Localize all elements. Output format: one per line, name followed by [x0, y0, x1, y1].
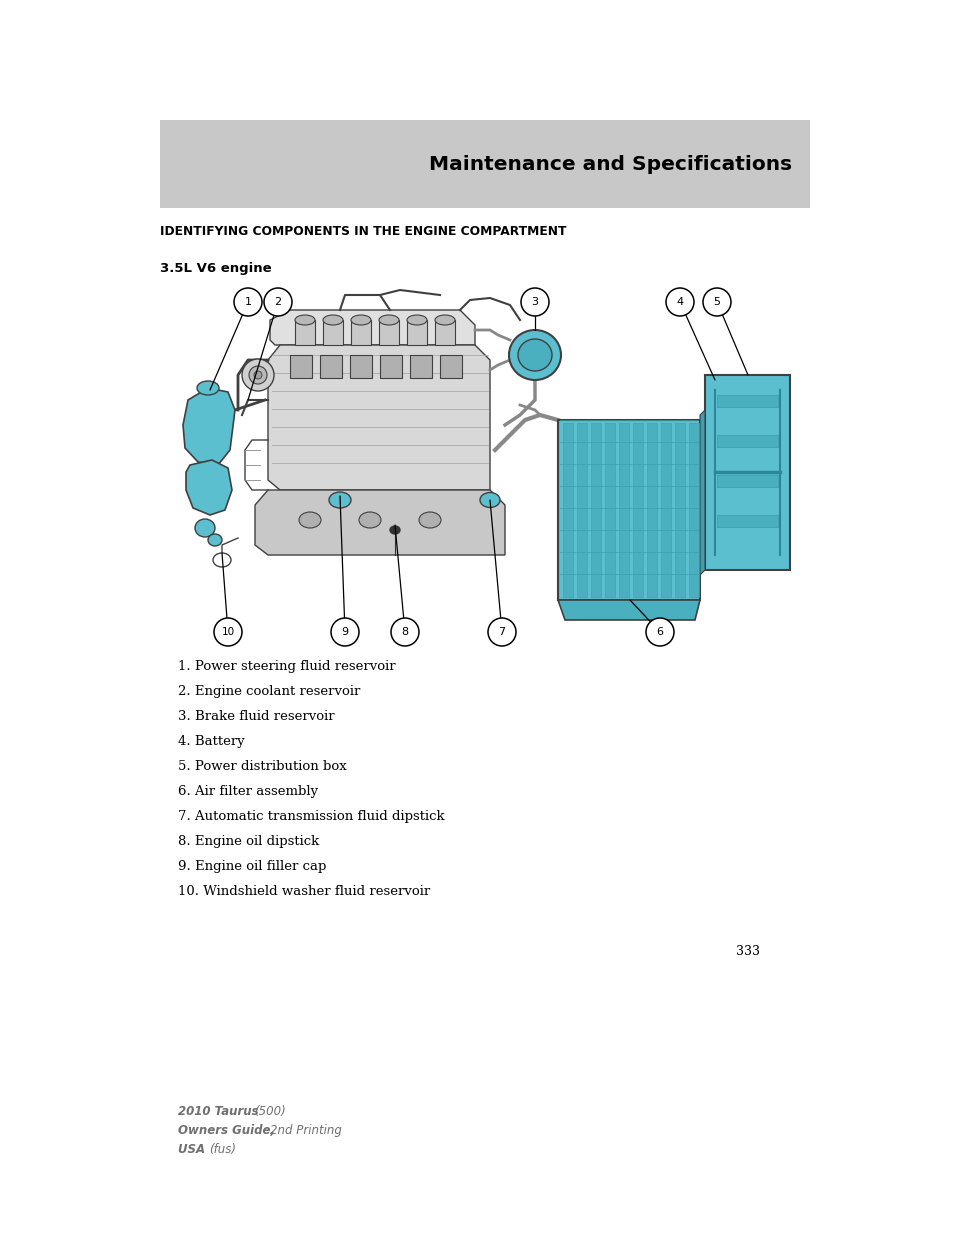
- Bar: [323, 320, 343, 345]
- Ellipse shape: [329, 492, 351, 508]
- Bar: [410, 354, 432, 378]
- Polygon shape: [268, 345, 490, 490]
- Ellipse shape: [418, 513, 440, 529]
- Text: (500): (500): [253, 1105, 286, 1118]
- Bar: [558, 420, 700, 600]
- Ellipse shape: [358, 513, 380, 529]
- Text: 10. Windshield washer fluid reservoir: 10. Windshield washer fluid reservoir: [178, 885, 430, 898]
- Text: 8. Engine oil dipstick: 8. Engine oil dipstick: [178, 835, 319, 848]
- Ellipse shape: [407, 315, 427, 325]
- Bar: [717, 475, 778, 487]
- Ellipse shape: [479, 493, 499, 508]
- Ellipse shape: [213, 553, 231, 567]
- Text: 1: 1: [244, 296, 252, 308]
- Bar: [378, 320, 398, 345]
- Ellipse shape: [249, 366, 267, 384]
- Circle shape: [702, 288, 730, 316]
- Circle shape: [488, 618, 516, 646]
- Ellipse shape: [208, 534, 222, 546]
- Ellipse shape: [390, 526, 399, 534]
- Circle shape: [391, 618, 418, 646]
- Text: 2. Engine coolant reservoir: 2. Engine coolant reservoir: [178, 685, 360, 698]
- Ellipse shape: [378, 315, 398, 325]
- Text: 2010 Taurus: 2010 Taurus: [178, 1105, 262, 1118]
- Bar: [290, 354, 312, 378]
- Text: 5: 5: [713, 296, 720, 308]
- Ellipse shape: [435, 315, 455, 325]
- Bar: [294, 320, 314, 345]
- Text: 6: 6: [656, 627, 662, 637]
- Bar: [604, 424, 615, 597]
- Text: 333: 333: [735, 945, 760, 958]
- Ellipse shape: [509, 330, 560, 380]
- Ellipse shape: [242, 359, 274, 391]
- Circle shape: [264, 288, 292, 316]
- Bar: [160, 120, 809, 207]
- Bar: [562, 424, 573, 597]
- Polygon shape: [270, 310, 475, 345]
- Text: 3.5L V6 engine: 3.5L V6 engine: [160, 262, 272, 275]
- Text: IDENTIFYING COMPONENTS IN THE ENGINE COMPARTMENT: IDENTIFYING COMPONENTS IN THE ENGINE COM…: [160, 225, 566, 238]
- Bar: [646, 424, 657, 597]
- Bar: [660, 424, 670, 597]
- Bar: [688, 424, 699, 597]
- Text: 8: 8: [401, 627, 408, 637]
- Text: 7. Automatic transmission fluid dipstick: 7. Automatic transmission fluid dipstick: [178, 810, 444, 823]
- Text: 1. Power steering fluid reservoir: 1. Power steering fluid reservoir: [178, 659, 395, 673]
- Bar: [618, 424, 628, 597]
- Bar: [577, 424, 586, 597]
- Text: 5. Power distribution box: 5. Power distribution box: [178, 760, 346, 773]
- Bar: [379, 354, 401, 378]
- Ellipse shape: [298, 513, 320, 529]
- Ellipse shape: [196, 382, 219, 395]
- Circle shape: [520, 288, 548, 316]
- Polygon shape: [254, 490, 504, 555]
- Polygon shape: [183, 388, 234, 466]
- Bar: [407, 320, 427, 345]
- Text: 4: 4: [676, 296, 683, 308]
- Text: Maintenance and Specifications: Maintenance and Specifications: [429, 154, 791, 173]
- Bar: [717, 435, 778, 447]
- Circle shape: [233, 288, 262, 316]
- Bar: [704, 375, 789, 571]
- Bar: [590, 424, 600, 597]
- Text: 6. Air filter assembly: 6. Air filter assembly: [178, 785, 317, 798]
- Circle shape: [645, 618, 673, 646]
- Text: USA: USA: [178, 1144, 209, 1156]
- Bar: [350, 354, 372, 378]
- Bar: [675, 424, 684, 597]
- Ellipse shape: [323, 315, 343, 325]
- Ellipse shape: [294, 315, 314, 325]
- Text: 9. Engine oil filler cap: 9. Engine oil filler cap: [178, 860, 326, 873]
- Circle shape: [213, 618, 242, 646]
- Bar: [435, 320, 455, 345]
- Text: 2: 2: [274, 296, 281, 308]
- Text: 2nd Printing: 2nd Printing: [270, 1124, 341, 1137]
- Ellipse shape: [517, 338, 552, 370]
- Text: 3. Brake fluid reservoir: 3. Brake fluid reservoir: [178, 710, 335, 722]
- Text: 4. Battery: 4. Battery: [178, 735, 245, 748]
- Bar: [319, 354, 341, 378]
- Ellipse shape: [253, 370, 262, 379]
- Text: Owners Guide,: Owners Guide,: [178, 1124, 279, 1137]
- Bar: [351, 320, 371, 345]
- Polygon shape: [700, 410, 704, 576]
- Text: 7: 7: [497, 627, 505, 637]
- Text: (fus): (fus): [209, 1144, 235, 1156]
- Bar: [633, 424, 642, 597]
- Circle shape: [665, 288, 693, 316]
- Bar: [717, 395, 778, 408]
- Text: 3: 3: [531, 296, 537, 308]
- Circle shape: [331, 618, 358, 646]
- Text: 10: 10: [221, 627, 234, 637]
- Polygon shape: [186, 459, 232, 515]
- Bar: [439, 354, 461, 378]
- Bar: [717, 515, 778, 527]
- Polygon shape: [558, 600, 700, 620]
- Ellipse shape: [194, 519, 214, 537]
- Ellipse shape: [351, 315, 371, 325]
- Text: 9: 9: [341, 627, 348, 637]
